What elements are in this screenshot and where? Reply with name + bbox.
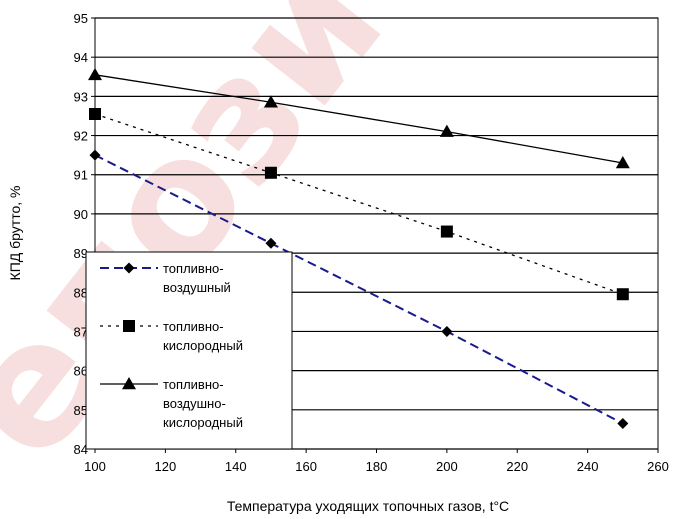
legend-label: топливно- <box>163 261 224 276</box>
x-axis-title: Температура уходящих топочных газов, t°C <box>227 498 509 514</box>
legend-box <box>85 251 293 450</box>
series-line-3 <box>94 74 623 164</box>
legend-label: воздушно- <box>163 396 226 411</box>
x-tick-label: 120 <box>155 459 177 474</box>
legend-label: воздушный <box>163 280 231 295</box>
series-layer <box>88 67 630 430</box>
x-tick-label: 160 <box>295 459 317 474</box>
series-line-1 <box>94 154 624 425</box>
x-tick-label: 260 <box>647 459 669 474</box>
data-point-square <box>264 166 277 179</box>
series-line-2 <box>94 113 624 295</box>
y-tick-label: 93 <box>74 89 88 104</box>
y-tick-label: 95 <box>74 11 88 26</box>
data-point-triangle <box>439 124 454 137</box>
x-tick-label: 140 <box>225 459 247 474</box>
y-tick-label: 85 <box>74 403 88 418</box>
legend-label: кислородный <box>163 415 243 430</box>
x-tick-label: 200 <box>436 459 458 474</box>
data-point-diamond <box>441 325 453 337</box>
y-tick-label: 91 <box>74 168 88 183</box>
data-point-triangle <box>615 155 630 169</box>
y-tick-label: 84 <box>74 442 88 457</box>
y-axis-title: КПД брутто, % <box>7 186 23 281</box>
x-tick-labels: 100 120 140 160 180 200 220 240 260 <box>84 449 669 474</box>
data-point-square <box>616 288 629 301</box>
data-point-square <box>440 225 453 238</box>
x-tick-label: 180 <box>366 459 388 474</box>
data-point-diamond <box>617 418 629 430</box>
y-tick-label: 87 <box>74 324 88 339</box>
y-tick-label: 90 <box>74 207 88 222</box>
y-tick-label: 92 <box>74 129 88 144</box>
y-tick-label: 94 <box>74 50 88 65</box>
legend-label: кислородный <box>163 338 243 353</box>
legend-label: топливно- <box>163 377 224 392</box>
x-tick-label: 220 <box>506 459 528 474</box>
data-point-diamond <box>265 237 277 249</box>
legend: топливно-воздушный топливно-кислородный то… <box>85 251 293 450</box>
legend-marker-square <box>123 320 135 332</box>
data-point-triangle <box>263 95 278 108</box>
y-tick-label: 88 <box>74 285 88 300</box>
y-tick-labels: 84 85 86 87 88 89 90 91 92 93 94 95 <box>74 11 95 457</box>
legend-marker-diamond <box>123 262 135 274</box>
legend-marker-triangle <box>122 377 136 390</box>
y-tick-label: 86 <box>74 364 88 379</box>
y-tick-label: 89 <box>74 246 88 261</box>
x-tick-label: 240 <box>577 459 599 474</box>
legend-label: топливно- <box>163 319 224 334</box>
x-tick-label: 100 <box>84 459 106 474</box>
